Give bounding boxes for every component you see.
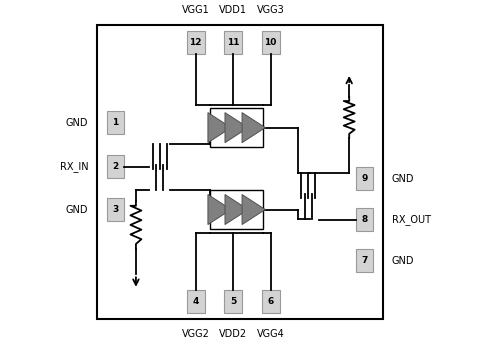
Text: 4: 4 <box>192 297 199 306</box>
Text: GND: GND <box>392 174 414 184</box>
Text: 1: 1 <box>112 118 119 127</box>
Text: VGG4: VGG4 <box>257 329 285 339</box>
Text: RX_IN: RX_IN <box>60 161 88 172</box>
Bar <box>210 108 263 147</box>
Text: 9: 9 <box>361 174 368 183</box>
Text: GND: GND <box>66 118 88 128</box>
Text: 11: 11 <box>227 38 240 47</box>
Text: 2: 2 <box>112 162 119 171</box>
Bar <box>107 111 124 134</box>
Text: 3: 3 <box>112 205 119 214</box>
Text: VGG3: VGG3 <box>257 5 285 15</box>
Bar <box>356 167 373 191</box>
Text: GND: GND <box>66 205 88 215</box>
Text: 7: 7 <box>361 256 368 265</box>
Bar <box>224 290 242 313</box>
Text: VGG1: VGG1 <box>182 5 209 15</box>
Polygon shape <box>225 194 248 225</box>
Bar <box>224 31 242 54</box>
Bar <box>107 198 124 221</box>
Text: 8: 8 <box>361 215 368 224</box>
Polygon shape <box>208 194 231 225</box>
Text: 12: 12 <box>190 38 202 47</box>
Text: 5: 5 <box>230 297 236 306</box>
Text: 6: 6 <box>267 297 274 306</box>
Polygon shape <box>242 194 265 225</box>
Polygon shape <box>208 112 231 143</box>
Bar <box>356 249 373 272</box>
Polygon shape <box>225 112 248 143</box>
Bar <box>107 155 124 179</box>
Text: VGG2: VGG2 <box>182 329 210 339</box>
Text: VDD1: VDD1 <box>219 5 247 15</box>
Bar <box>96 25 384 319</box>
Text: VDD2: VDD2 <box>219 329 247 339</box>
Text: 10: 10 <box>264 38 277 47</box>
Bar <box>187 290 204 313</box>
Text: RX_OUT: RX_OUT <box>392 214 431 225</box>
Bar <box>262 290 279 313</box>
Polygon shape <box>242 112 265 143</box>
Bar <box>356 208 373 232</box>
Bar <box>210 190 263 229</box>
Bar <box>187 31 204 54</box>
Text: GND: GND <box>392 256 414 266</box>
Bar <box>262 31 279 54</box>
